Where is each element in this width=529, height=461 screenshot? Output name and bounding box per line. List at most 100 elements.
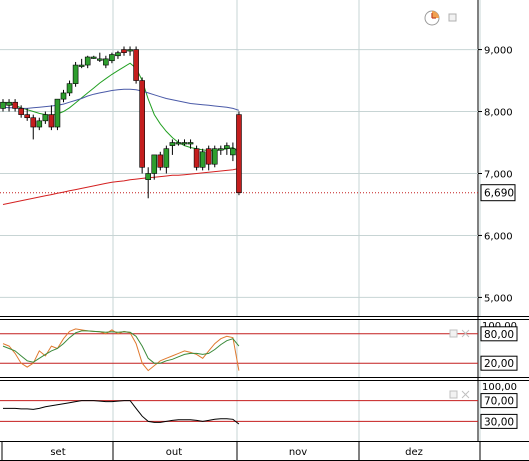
candle [224, 142, 230, 155]
candle-body [0, 101, 6, 109]
candle [12, 99, 18, 112]
candle-body [230, 148, 236, 156]
candle [18, 105, 24, 118]
moving-average-line [2, 62, 240, 153]
candles [0, 46, 242, 199]
candle-body [169, 142, 176, 146]
last-price-box: 6,690 [480, 184, 516, 202]
grid-lines [0, 0, 481, 441]
moving-averages [2, 62, 240, 205]
restore-icon[interactable] [448, 13, 457, 22]
candle [30, 114, 37, 140]
candle-body [193, 148, 200, 168]
candle-body [218, 148, 224, 151]
candle [72, 61, 79, 87]
candle-body [42, 114, 49, 122]
clock-icon[interactable] [424, 10, 440, 26]
series-line [2, 330, 240, 364]
close-icon [461, 390, 470, 399]
candle [218, 145, 224, 155]
candle-body [145, 173, 151, 180]
candle [163, 145, 170, 174]
moving-average-line [2, 168, 240, 205]
candle-body [151, 154, 158, 174]
y-tick-label: 5,000 [484, 293, 513, 304]
close-icon [461, 329, 470, 338]
candle-body [115, 52, 121, 57]
y-tick-label: 6,000 [484, 231, 513, 242]
x-tick-label: nov [289, 447, 307, 458]
y-tick-label: 30,00 [484, 416, 514, 428]
candle-body [181, 142, 188, 145]
y-tick-label: 8,000 [484, 108, 513, 119]
candle-body [66, 83, 73, 94]
close-icon-stroke [461, 390, 470, 399]
close-icon-stroke [461, 329, 470, 338]
candle [230, 142, 236, 162]
candle [97, 52, 103, 62]
candle [181, 139, 188, 146]
y-tick-label: 70,00 [484, 396, 514, 408]
candle [199, 148, 206, 171]
candle [187, 139, 194, 149]
x-tick-label: set [50, 447, 65, 458]
candle-body [30, 117, 37, 128]
candle [36, 117, 43, 131]
y-tick-box-frame [480, 326, 518, 342]
y-tick-box-frame [480, 355, 518, 371]
candle-body [54, 98, 61, 128]
candle [211, 145, 218, 168]
y-tick-box-frame [480, 413, 518, 429]
y-tick-label: 9,000 [484, 46, 513, 57]
x-tick-label: out [166, 447, 182, 458]
candle [115, 50, 121, 59]
y-tick-box: 70,00 [480, 393, 518, 409]
candle-body [36, 120, 43, 128]
y-tick-label: 20,00 [484, 358, 514, 370]
candle-body [211, 148, 218, 165]
candle-body [236, 114, 242, 193]
candle-body [109, 54, 115, 62]
y-tick-label: 7,000 [484, 169, 513, 180]
candle [127, 46, 133, 56]
candle-body [175, 142, 182, 145]
candle [66, 80, 73, 97]
candle [60, 89, 67, 103]
candle-body [157, 154, 164, 168]
oscillator-2-panel [0, 390, 478, 425]
candle [133, 46, 139, 84]
candle-body [139, 80, 145, 168]
candle [121, 46, 127, 56]
candle-body [6, 101, 12, 106]
candle-body [205, 148, 212, 165]
candle [90, 55, 97, 59]
candle-body [72, 64, 79, 84]
candle [54, 98, 61, 131]
candle-body [60, 92, 67, 100]
candle-body [90, 56, 97, 59]
oscillator-1-panel [0, 328, 478, 372]
candle [6, 99, 12, 112]
y-tick-box: 30,00 [480, 413, 518, 429]
candle [139, 77, 145, 174]
candle-body [84, 56, 91, 66]
candle-body [48, 114, 55, 128]
candle [109, 52, 115, 64]
last-price-box-frame [480, 184, 516, 202]
restore-icon [449, 390, 458, 399]
restore-icon [449, 329, 458, 338]
candle-body [163, 148, 170, 168]
moving-average-line [2, 88, 240, 111]
candle [157, 151, 164, 171]
candle [24, 108, 31, 121]
candle-body [187, 142, 194, 145]
series-line [3, 400, 240, 425]
candle-body [199, 151, 206, 168]
candle [103, 55, 109, 69]
candle-body [24, 114, 31, 119]
candle-body [12, 101, 18, 109]
y-tick-label: 80,00 [484, 329, 514, 341]
candle-body [103, 58, 109, 66]
